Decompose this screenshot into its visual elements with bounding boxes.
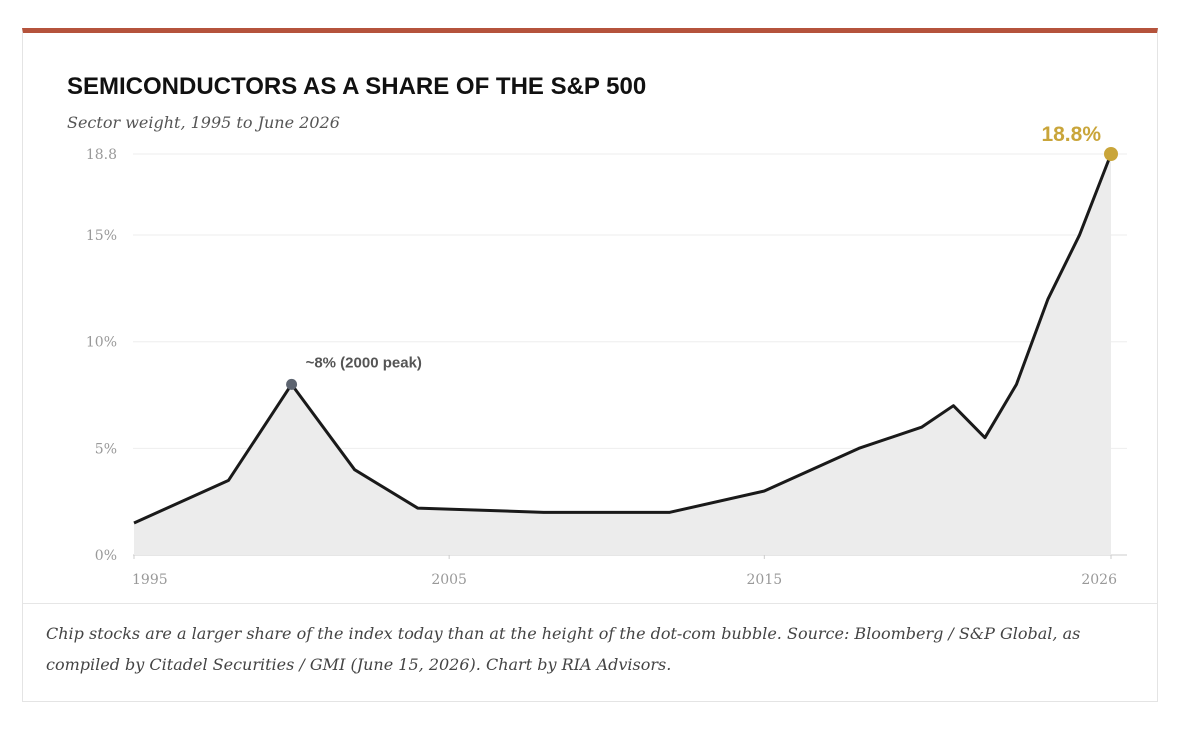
highlight-dot [286, 378, 298, 390]
y-tick-label: 18.8 [86, 147, 117, 163]
x-tick-label: 1995 [132, 572, 168, 588]
y-tick-label: 0% [95, 548, 117, 564]
x-tick-label: 2026 [1081, 572, 1117, 588]
value-label: 18.8% [1041, 123, 1101, 146]
caption: Chip stocks are a larger share of the in… [46, 624, 1081, 674]
highlight-dot [1104, 147, 1118, 161]
y-tick-label: 5% [95, 441, 117, 457]
line [133, 153, 1113, 525]
separator [23, 603, 1157, 604]
x-tick-label: 2015 [747, 572, 783, 588]
chart-title: SEMICONDUCTORS AS A SHARE OF THE S&P 500 [67, 73, 646, 100]
value-label: ~8% (2000 peak) [306, 354, 422, 371]
x-tick-label: 2005 [431, 572, 467, 588]
y-tick-label: 10% [86, 335, 117, 351]
chart-subtitle: Sector weight, 1995 to June 2026 [67, 113, 340, 132]
card [22, 28, 1158, 702]
y-tick-label: 15% [86, 228, 117, 244]
area [134, 154, 1111, 555]
